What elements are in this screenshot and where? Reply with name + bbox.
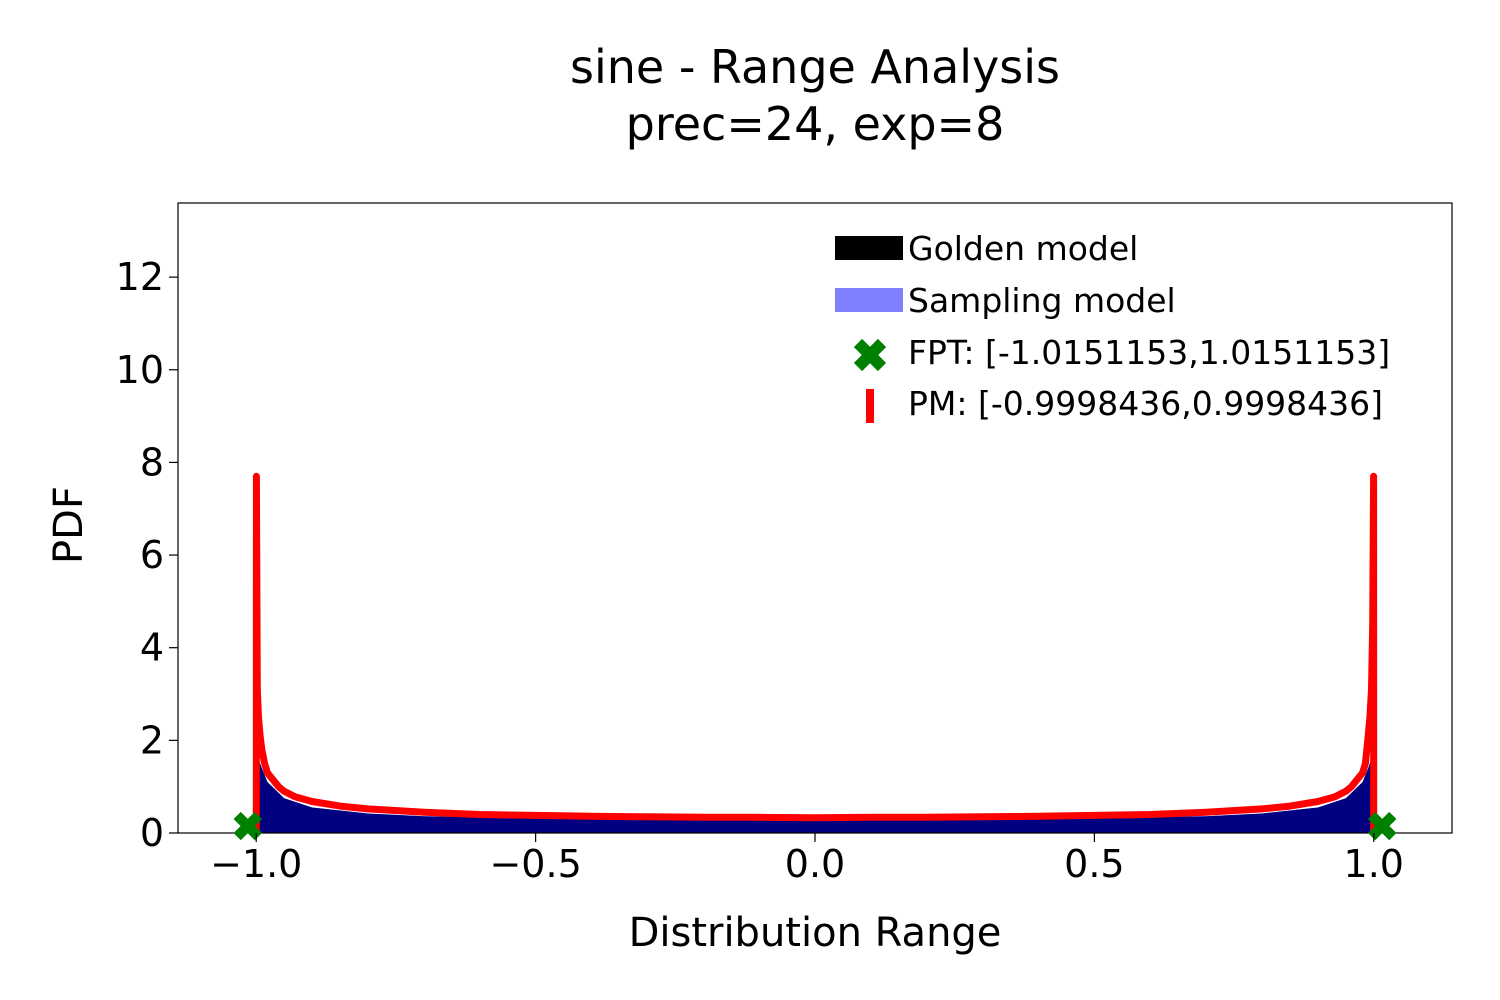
y-axis-label: PDF: [46, 486, 92, 564]
legend-item: Golden model: [835, 229, 1138, 268]
fpt-marker: [1368, 811, 1397, 841]
chart-subtitle: prec=24, exp=8: [626, 97, 1005, 151]
y-tick-label: 8: [140, 440, 164, 484]
y-axis: 0 2 4 6 8 10 12: [116, 255, 178, 855]
legend-label: PM: [-0.9998436,0.9998436]: [908, 384, 1383, 423]
legend-item: PM: [-0.9998436,0.9998436]: [866, 384, 1383, 423]
x-axis-label: Distribution Range: [629, 910, 1002, 956]
y-tick-label: 2: [140, 718, 164, 762]
legend-item: FPT: [-1.0151153,1.0151153]: [853, 333, 1390, 372]
chart-title: sine - Range Analysis: [570, 40, 1060, 94]
x-tick-label: −0.5: [489, 842, 581, 886]
legend-swatch: [853, 338, 887, 372]
fpt-marker: [233, 811, 262, 841]
legend: Golden model Sampling model FPT: [-1.01511…: [835, 229, 1390, 423]
legend-swatch: [866, 389, 874, 423]
plot-area: [177, 202, 1453, 841]
legend-swatch: [835, 236, 903, 260]
y-tick-label: 10: [116, 348, 164, 392]
y-tick-label: 6: [140, 533, 164, 577]
x-tick-label: −1.0: [210, 842, 302, 886]
legend-label: FPT: [-1.0151153,1.0151153]: [908, 333, 1390, 372]
x-tick-label: 0.5: [1064, 842, 1124, 886]
golden-model-area: [256, 749, 1374, 833]
y-tick-label: 0: [140, 811, 164, 855]
legend-swatch: [835, 288, 903, 312]
legend-label: Sampling model: [908, 281, 1176, 320]
legend-label: Golden model: [908, 229, 1138, 268]
x-axis: −1.0 −0.5 0.0 0.5 1.0: [210, 833, 1404, 886]
x-tick-label: 1.0: [1344, 842, 1404, 886]
plot-frame: [177, 202, 1453, 834]
legend-item: Sampling model: [835, 281, 1176, 320]
pm-line: [252, 472, 1378, 833]
y-tick-label: 4: [140, 626, 164, 670]
y-tick-label: 12: [116, 255, 164, 299]
x-tick-label: 0.0: [785, 842, 845, 886]
